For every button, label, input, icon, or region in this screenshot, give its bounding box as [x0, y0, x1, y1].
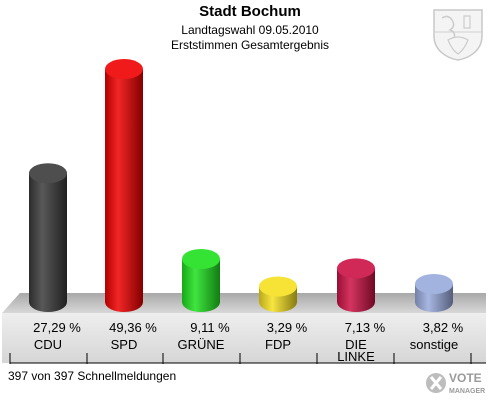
category-label-spd: SPD [111, 337, 138, 352]
value-label-sonstige: 3,82 % [423, 320, 464, 335]
category-label-sonstige: sonstige [410, 337, 458, 352]
category-label-gr-ne: GRÜNE [178, 337, 225, 352]
bars-group [29, 59, 453, 312]
bar-spd [105, 69, 143, 312]
bar-die-linke [337, 268, 375, 312]
value-label-spd: 49,36 % [109, 320, 157, 335]
chart-floor [2, 293, 486, 313]
category-label-cdu: CDU [34, 337, 62, 352]
value-label-cdu: 27,29 % [33, 320, 81, 335]
logo-word-manager: MANAGER [449, 388, 485, 395]
bar-cdu [29, 173, 67, 312]
value-label-gr-ne: 9,11 % [190, 320, 230, 335]
status-text: 397 von 397 Schnellmeldungen [8, 369, 177, 383]
logo-word-vote: VOTE [449, 371, 482, 385]
bar-top-spd [105, 59, 143, 80]
bar-top-fdp [259, 276, 297, 297]
labels-group: 27,29 % CDU 49,36 % SPD 9,11 % GRÜNE 3,29 % FDP… [9, 320, 472, 364]
chart-subtitle: Landtagswahl 09.05.2010 [181, 23, 319, 37]
coat-of-arms-icon [433, 9, 483, 61]
bar-top-die-linke [337, 258, 375, 279]
bar-gr-ne [182, 259, 220, 312]
chart-title: Stadt Bochum [199, 3, 301, 20]
value-label-die-linke: 7,13 % [345, 320, 386, 335]
category-label-die-linke: DIE LINKE [337, 337, 375, 364]
chart-subtitle-2: Erststimmen Gesamtergebnis [170, 38, 330, 52]
vote-manager-logo: VOTE MANAGER [426, 371, 485, 395]
bar-top-cdu [29, 163, 67, 184]
category-label-fdp: FDP [265, 337, 291, 352]
bar-top-gr-ne [182, 249, 220, 270]
label-band [2, 313, 486, 363]
bar-top-sonstige [415, 273, 453, 294]
value-label-fdp: 3,29 % [267, 320, 308, 335]
